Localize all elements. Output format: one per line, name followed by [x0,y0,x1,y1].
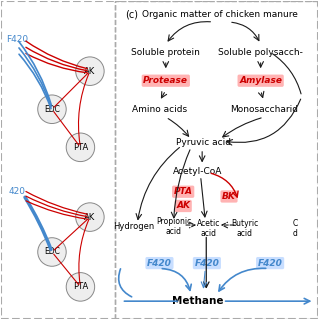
Text: Butyric
acid: Butyric acid [231,219,259,238]
Text: Pyruvic acid: Pyruvic acid [176,138,231,147]
Text: C
d: C d [293,219,298,238]
Text: EDC: EDC [44,105,60,114]
Text: PTA: PTA [73,143,88,152]
Text: Soluble polysacch-: Soluble polysacch- [218,48,303,57]
Circle shape [66,273,95,301]
Text: PTA: PTA [73,282,88,292]
Circle shape [66,133,95,162]
Text: BK: BK [222,192,236,201]
Text: AK: AK [176,202,190,211]
Text: F420: F420 [195,259,219,268]
Text: EDC: EDC [44,247,60,257]
Text: Monosaccharid: Monosaccharid [230,105,298,114]
Text: F420: F420 [258,259,283,268]
Text: AK: AK [84,212,96,222]
Text: PTA: PTA [174,187,193,196]
Text: Acetyl-CoA: Acetyl-CoA [173,167,222,176]
Text: F420: F420 [6,35,28,44]
Text: 420: 420 [9,187,26,196]
Text: Amylase: Amylase [239,76,282,85]
Text: Soluble protein: Soluble protein [131,48,200,57]
Text: AK: AK [84,67,96,76]
Circle shape [38,95,66,124]
Text: Protease: Protease [143,76,188,85]
Circle shape [38,238,66,266]
Text: F420: F420 [147,259,172,268]
Text: Organic matter of chicken manure: Organic matter of chicken manure [142,10,298,19]
Text: Amino acids: Amino acids [132,105,187,114]
Text: Methane: Methane [172,296,223,306]
Circle shape [76,203,104,231]
Text: Hydrogen: Hydrogen [114,222,155,231]
Text: (c): (c) [125,9,138,19]
Text: Propionic
acid: Propionic acid [156,217,191,236]
Circle shape [76,57,104,85]
Text: Acetic
acid: Acetic acid [197,219,220,238]
